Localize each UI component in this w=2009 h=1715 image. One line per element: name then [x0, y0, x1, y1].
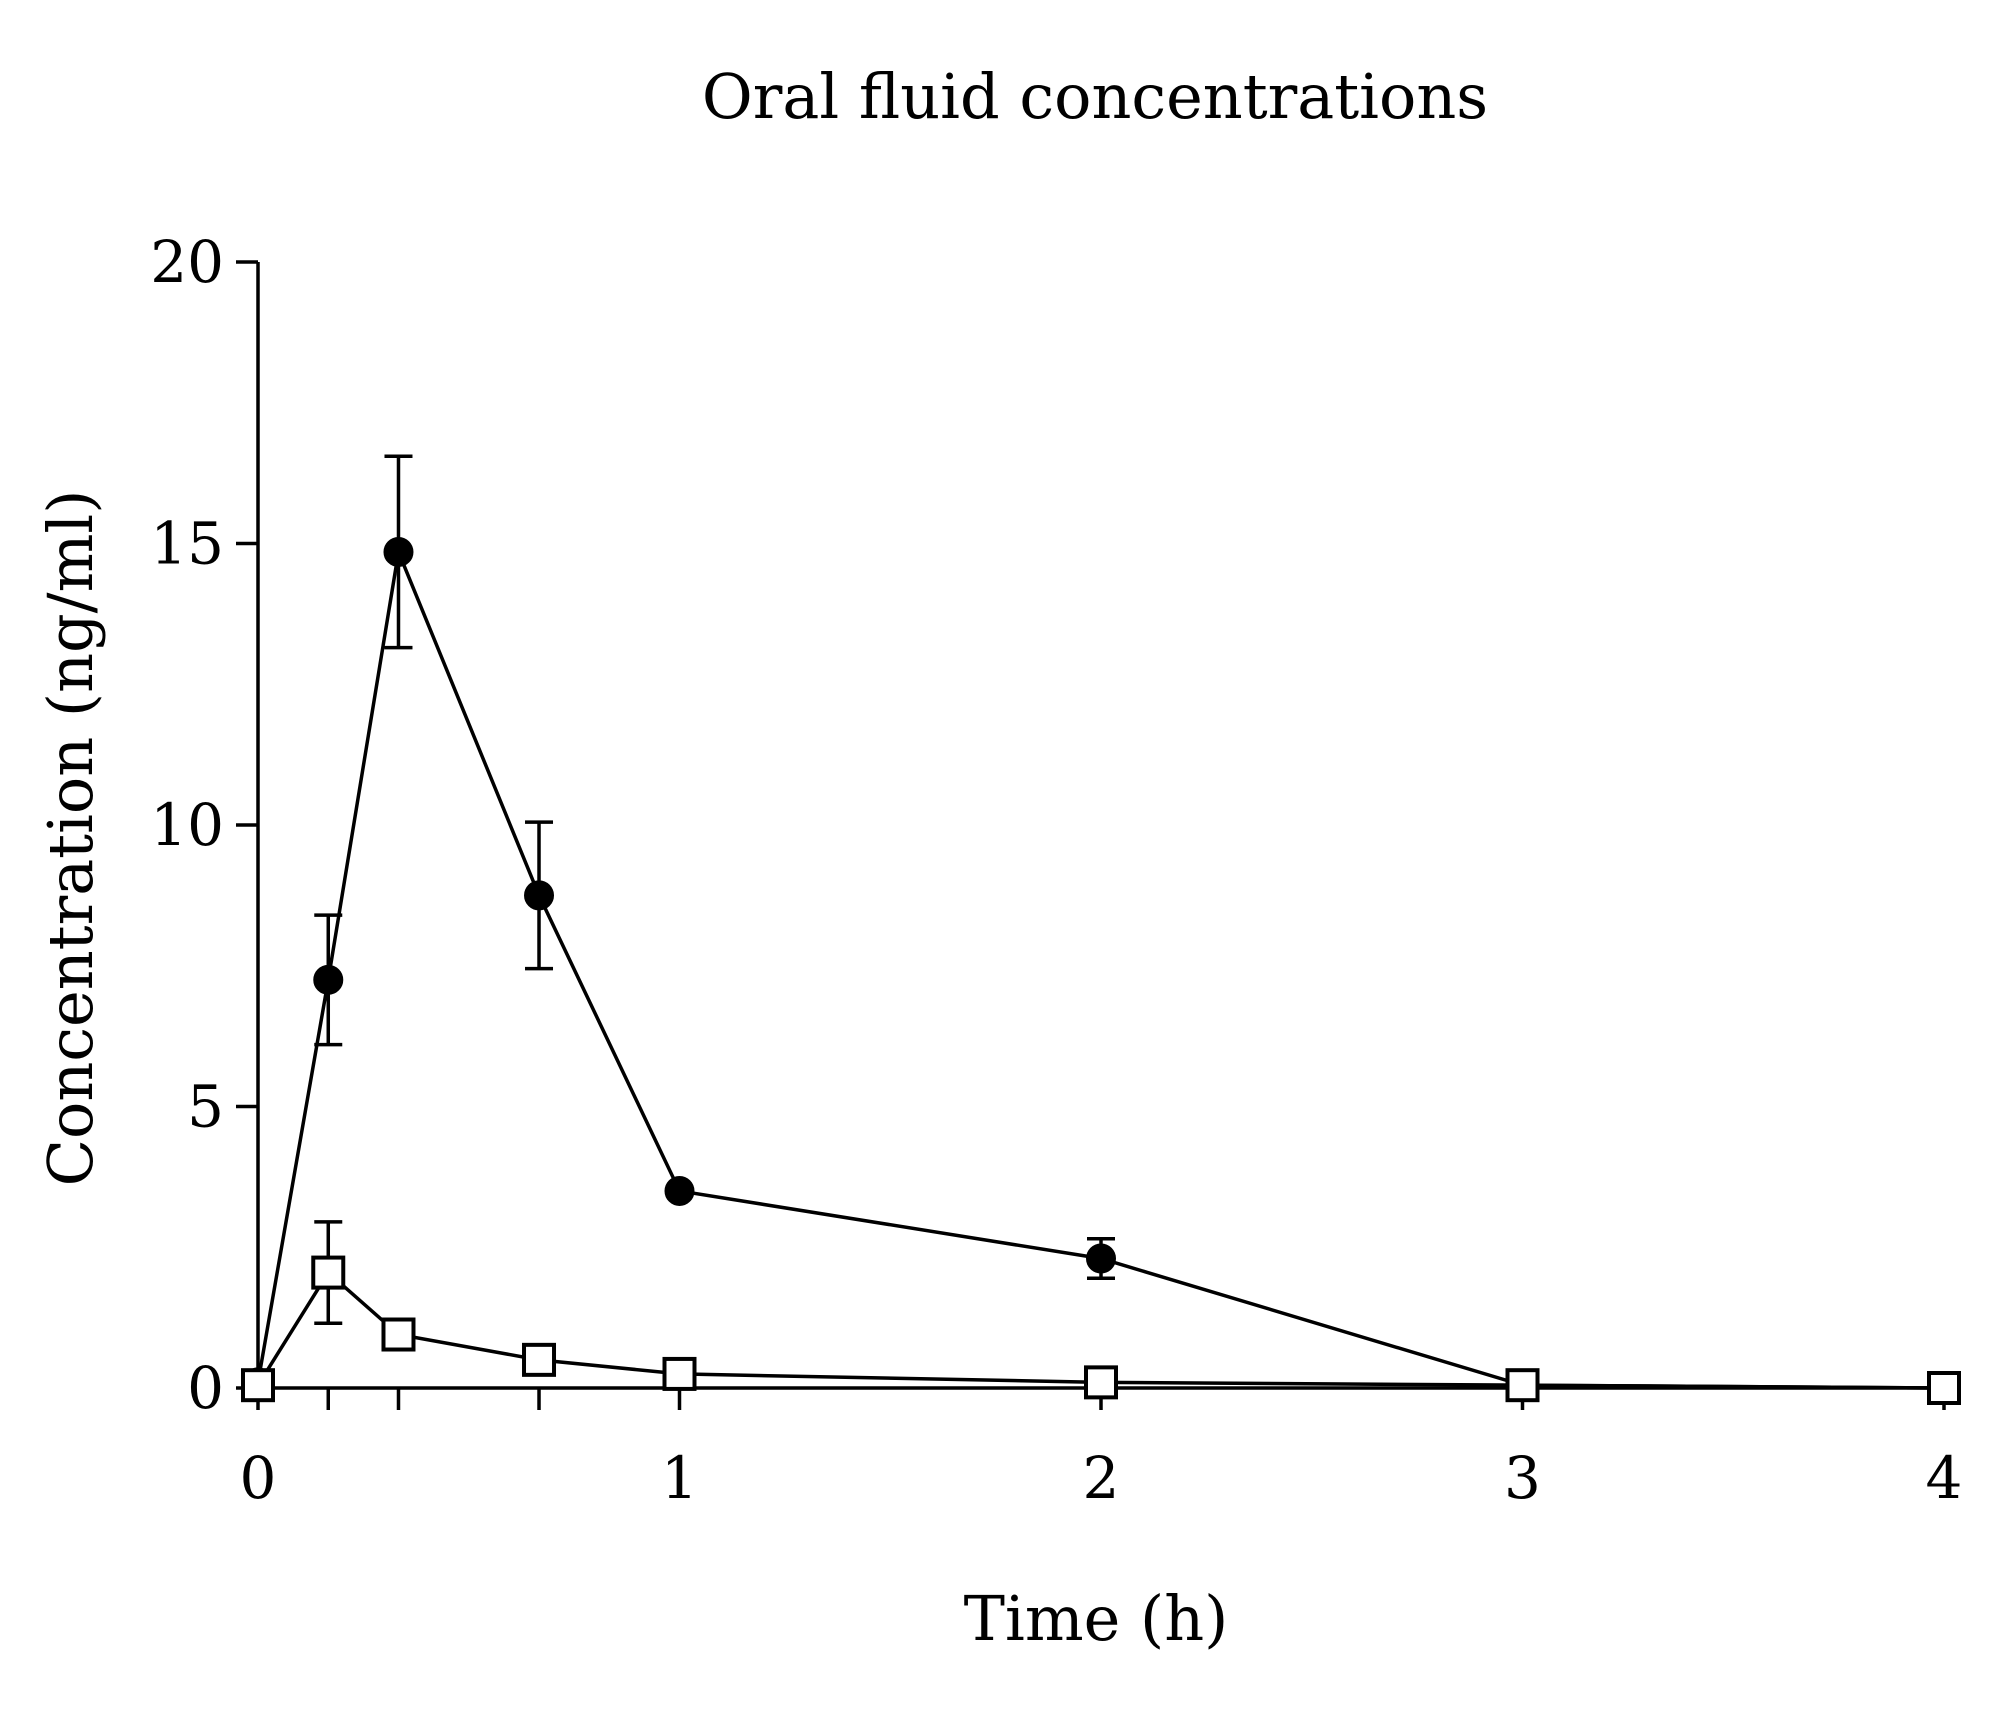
- plot-area: 0 5 10 15 20 0 1 2 3 4: [150, 228, 1962, 1512]
- y-axis-label: Concentration (ng/ml): [34, 490, 107, 1187]
- series-1-point: [664, 1175, 695, 1206]
- y-tick-label: 0: [187, 1354, 224, 1422]
- series-2-point: [662, 1356, 697, 1391]
- series-2-point: [1505, 1368, 1540, 1403]
- x-tick-label: 2: [1083, 1444, 1120, 1512]
- series-2-point: [1084, 1365, 1118, 1400]
- series-2-point: [381, 1317, 416, 1352]
- series-1-point: [524, 880, 555, 911]
- series-2-point: [522, 1342, 557, 1377]
- x-tick-label: 1: [661, 1444, 698, 1512]
- x-tick-label: 4: [1926, 1444, 1963, 1512]
- series-1-point: [383, 536, 414, 567]
- y-tick-label: 20: [150, 228, 224, 296]
- series-2-point: [1927, 1371, 1961, 1405]
- y-tick-label: 10: [150, 791, 224, 859]
- series-1-point: [1086, 1243, 1116, 1274]
- x-axis-label: Time (h): [964, 1582, 1229, 1655]
- x-tick-label: 0: [240, 1444, 277, 1512]
- series-1-line: [256, 545, 1945, 1390]
- y-tick-label: 15: [150, 510, 224, 578]
- x-tick-label: 3: [1504, 1444, 1541, 1512]
- series-1-point: [313, 964, 344, 995]
- series-2-point: [311, 1255, 346, 1290]
- y-tick-label: 5: [187, 1073, 224, 1141]
- series-2-point: [241, 1368, 275, 1403]
- chart-title: Oral fluid concentrations: [702, 60, 1488, 133]
